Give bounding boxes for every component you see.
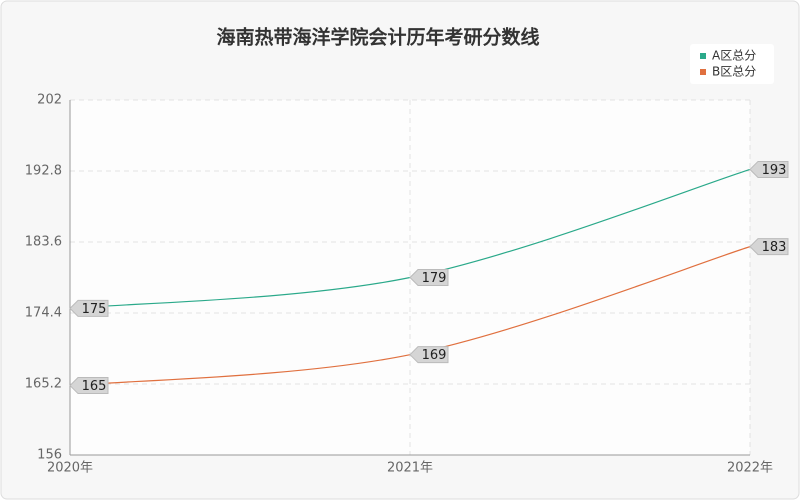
value-label: 175: [82, 302, 107, 317]
value-label-box: [409, 269, 449, 286]
y-tick-label: 156: [37, 448, 62, 463]
value-label-box: [749, 238, 789, 256]
value-label-box: [69, 299, 109, 317]
value-label-box: [749, 160, 789, 178]
value-label: 179: [422, 271, 447, 286]
y-tick-label: 202: [37, 93, 62, 108]
legend-label: A区总分: [712, 49, 756, 63]
y-tick-label: 174.4: [25, 306, 62, 321]
value-label-box: [69, 377, 109, 395]
value-label-box: [409, 346, 449, 364]
x-tick-label: 2021年: [387, 461, 433, 476]
x-tick-label: 2020年: [47, 461, 93, 476]
y-tick-label: 165.2: [25, 377, 62, 392]
chart-title: 海南热带海洋学院会计历年考研分数线: [216, 26, 539, 49]
legend-box: [690, 44, 774, 84]
legend-swatch: [700, 69, 706, 75]
y-tick-label: 192.8: [25, 164, 62, 179]
value-label: 169: [422, 348, 447, 363]
legend-label: B区总分: [712, 65, 756, 79]
value-label: 193: [762, 163, 787, 178]
y-tick-label: 183.6: [25, 235, 62, 250]
value-label: 183: [762, 240, 787, 255]
x-tick-label: 2022年: [727, 461, 773, 476]
legend-swatch: [700, 53, 706, 59]
value-label: 165: [82, 379, 107, 394]
